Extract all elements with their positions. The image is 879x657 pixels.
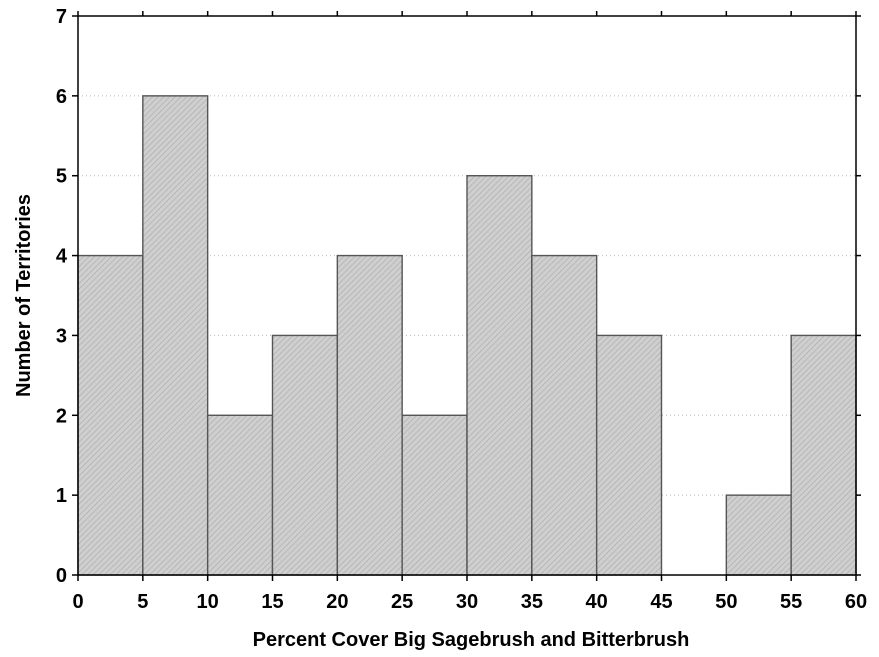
y-axis-title: Number of Territories <box>13 194 35 397</box>
y-tick-label-0: 0 <box>56 565 67 587</box>
y-tick-label-1: 1 <box>56 485 67 507</box>
x-tick-label-0: 0 <box>72 591 83 613</box>
y-tick-label-2: 2 <box>56 405 67 427</box>
bar-55-60 <box>790 334 857 576</box>
bar-15-20 <box>271 334 339 576</box>
y-tick-label-6: 6 <box>56 86 67 108</box>
x-tick-label-30: 30 <box>456 591 478 613</box>
x-axis-title: Percent Cover Big Sagebrush and Bitterbr… <box>253 629 690 651</box>
bar-40-45 <box>595 334 663 576</box>
y-tick-label-5: 5 <box>56 166 67 188</box>
bar-0-5 <box>77 254 144 576</box>
x-tick-label-10: 10 <box>197 591 219 613</box>
bar-30-35 <box>466 175 533 576</box>
bar-5-10 <box>142 95 209 576</box>
x-tick-label-5: 5 <box>137 591 148 613</box>
x-tick-label-40: 40 <box>586 591 608 613</box>
x-tick-label-20: 20 <box>326 591 348 613</box>
bar-50-55 <box>725 494 792 576</box>
x-tick-label-25: 25 <box>391 591 413 613</box>
axes <box>72 11 861 581</box>
y-tick-label-7: 7 <box>56 6 67 28</box>
x-tick-label-15: 15 <box>261 591 283 613</box>
y-tick-label-4: 4 <box>56 246 68 268</box>
x-tick-label-35: 35 <box>521 591 543 613</box>
x-tick-label-45: 45 <box>650 591 672 613</box>
x-tick-label-50: 50 <box>715 591 737 613</box>
bar-25-30 <box>401 414 468 576</box>
bar-10-15 <box>206 414 274 576</box>
y-tick-label-3: 3 <box>56 325 67 347</box>
x-tick-label-60: 60 <box>845 591 867 613</box>
histogram-bars <box>77 95 857 576</box>
bar-20-25 <box>336 254 403 576</box>
bar-35-40 <box>531 254 598 576</box>
x-tick-label-55: 55 <box>780 591 802 613</box>
